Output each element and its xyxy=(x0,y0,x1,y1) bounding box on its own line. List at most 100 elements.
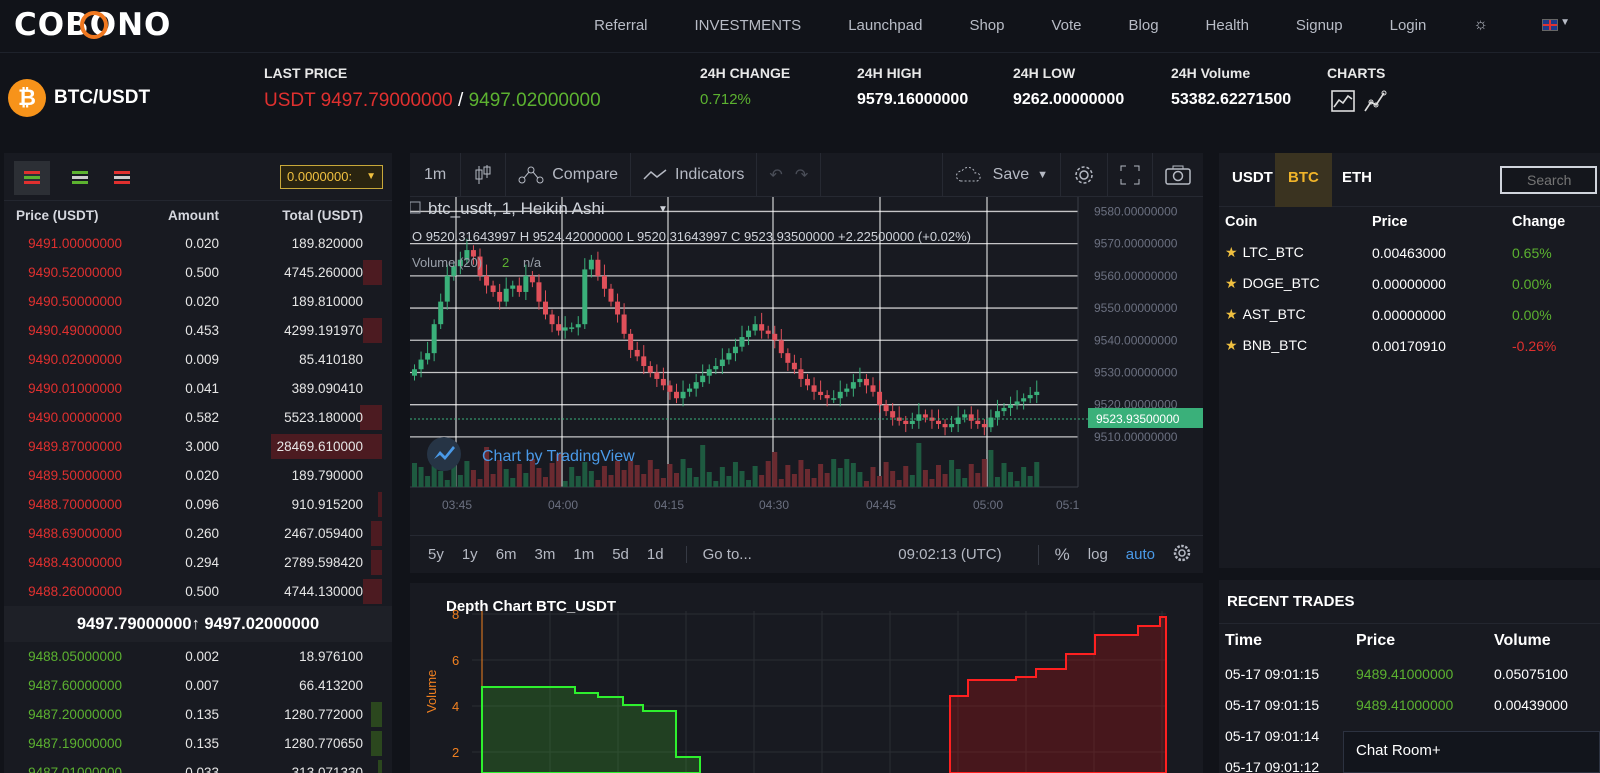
precision-select[interactable]: 0.0000000: ▼ xyxy=(280,165,383,189)
price-header: Price xyxy=(1356,632,1396,649)
current-price-tag xyxy=(1088,408,1203,428)
sun-icon[interactable]: ☼ xyxy=(1473,16,1488,33)
log-toggle[interactable]: log xyxy=(1087,546,1108,563)
chat-room-button[interactable]: Chat Room+ xyxy=(1343,731,1600,773)
market-row[interactable]: ★ AST_BTC 0.00000000 0.00% xyxy=(1219,299,1600,330)
logo[interactable]: COBONO xyxy=(14,8,204,42)
orderbook-asks-icon[interactable] xyxy=(104,161,140,195)
tab-usdt[interactable]: USDT xyxy=(1232,169,1273,186)
mid-price: 9497.79000000↑ 9497.02000000 xyxy=(4,606,392,642)
nav-link-referral[interactable]: Referral xyxy=(594,16,648,34)
orderbook-row[interactable]: 9489.50000000 0.020 189.790000 xyxy=(4,461,392,490)
trade-time: 05-17 09:01:15 xyxy=(1225,665,1320,682)
settings-gear-icon[interactable] xyxy=(1173,544,1191,566)
chevron-down-icon[interactable]: ▼ xyxy=(1560,17,1570,28)
interval-button[interactable]: 1m xyxy=(410,152,462,197)
nav-link-blog[interactable]: Blog xyxy=(1128,16,1159,34)
market-price: 0.00000000 xyxy=(1372,275,1446,292)
market-row[interactable]: ★ LTC_BTC 0.00463000 0.65% xyxy=(1219,237,1600,268)
compare-button[interactable]: Compare xyxy=(506,152,632,197)
star-icon[interactable]: ★ xyxy=(1225,275,1238,291)
orderbook-row[interactable]: 9487.19000000 0.135 1280.770650 xyxy=(4,729,392,758)
range-5d[interactable]: 5d xyxy=(612,546,629,563)
depth-bar xyxy=(371,550,382,575)
fullscreen-icon[interactable] xyxy=(1108,152,1153,197)
depth-chart[interactable]: Volume 8 6 4 2 xyxy=(410,583,1203,773)
orderbook-row[interactable]: 9490.01000000 0.041 389.090410 xyxy=(4,374,392,403)
orderbook-row[interactable]: 9491.00000000 0.020 189.820000 xyxy=(4,229,392,258)
orderbook-row[interactable]: 9490.00000000 0.582 5523.180000 xyxy=(4,403,392,432)
auto-toggle[interactable]: auto xyxy=(1125,546,1155,563)
search-input[interactable] xyxy=(1500,166,1597,194)
trade-row: 05-17 09:01:14 xyxy=(1219,720,1600,751)
star-icon[interactable]: ★ xyxy=(1225,306,1238,322)
collapse-legend-icon[interactable] xyxy=(410,201,421,214)
range-1m[interactable]: 1m xyxy=(573,546,595,563)
candle-body xyxy=(942,424,948,428)
orderbook-row[interactable]: 9490.02000000 0.009 85.410180 xyxy=(4,345,392,374)
chevron-down-icon[interactable]: ▼ xyxy=(658,204,668,215)
camera-icon[interactable] xyxy=(1153,153,1203,197)
order-total: 910.915200 xyxy=(291,497,363,512)
market-coin: ★ BNB_BTC xyxy=(1219,337,1372,354)
orderbook-row[interactable]: 9487.01000000 0.033 313.071330 xyxy=(4,758,392,773)
tradingview-watermark[interactable]: Chart by TradingView xyxy=(482,448,635,465)
tab-eth[interactable]: ETH xyxy=(1342,169,1372,186)
range-3m[interactable]: 3m xyxy=(534,546,556,563)
orderbook-row[interactable]: 9490.52000000 0.500 4745.260000 xyxy=(4,258,392,287)
star-icon[interactable]: ★ xyxy=(1225,337,1238,353)
time-tick: 03:45 xyxy=(442,498,472,512)
orderbook-row[interactable]: 9488.43000000 0.294 2789.598420 xyxy=(4,548,392,577)
tab-btc[interactable]: BTC xyxy=(1275,153,1332,207)
range-1y[interactable]: 1y xyxy=(461,546,478,563)
range-5y[interactable]: 5y xyxy=(428,546,444,563)
range-1d[interactable]: 1d xyxy=(646,546,664,563)
orderbook-row[interactable]: 9490.50000000 0.020 189.810000 xyxy=(4,287,392,316)
uk-flag-icon[interactable] xyxy=(1542,19,1558,31)
redo-icon[interactable]: ↷ xyxy=(795,152,822,197)
symbol-title[interactable]: btc_usdt, 1, Heikin Ashi xyxy=(428,199,605,218)
nav-link-login[interactable]: Login xyxy=(1389,16,1427,34)
orderbook-bids-icon[interactable] xyxy=(62,161,98,195)
candlestick-chart[interactable]: 9580.00000000 9570.00000000 9560.00000000 9… xyxy=(410,197,1203,535)
nav-link-investments[interactable]: INVESTMENTS xyxy=(694,16,802,34)
range-6m[interactable]: 6m xyxy=(495,546,517,563)
volume-bar xyxy=(412,463,417,487)
save-button[interactable]: Save ▼ xyxy=(941,152,1061,197)
nav-link-vote[interactable]: Vote xyxy=(1051,16,1082,34)
indicators-button[interactable]: Indicators xyxy=(631,152,758,197)
nav-link-health[interactable]: Health xyxy=(1205,16,1249,34)
volume-bar xyxy=(739,471,745,487)
percent-toggle[interactable]: % xyxy=(1037,544,1070,565)
line-chart-icon[interactable] xyxy=(1363,89,1387,113)
settings-gear-icon[interactable] xyxy=(1061,152,1108,197)
chart-footer: 5y 1y 6m 3m 1m 5d 1d Go to... 09:02:13 (… xyxy=(410,535,1203,573)
market-row[interactable]: ★ DOGE_BTC 0.00000000 0.00% xyxy=(1219,268,1600,299)
orderbook-row[interactable]: 9487.20000000 0.135 1280.772000 xyxy=(4,700,392,729)
volume-bar xyxy=(818,464,824,487)
nav-link-signup[interactable]: Signup xyxy=(1295,16,1343,34)
volume-bar xyxy=(968,464,974,487)
volume-bar xyxy=(601,466,607,487)
nav-link-shop[interactable]: Shop xyxy=(969,16,1005,34)
candle-type-icon[interactable] xyxy=(461,152,507,197)
goto-button[interactable]: Go to... xyxy=(685,546,752,563)
orderbook-row[interactable]: 9488.69000000 0.260 2467.059400 xyxy=(4,519,392,548)
orderbook-row[interactable]: 9488.26000000 0.500 4744.130000 xyxy=(4,577,392,606)
nav-link-launchpad[interactable]: Launchpad xyxy=(848,16,923,34)
volume-bar xyxy=(634,465,640,487)
star-icon[interactable]: ★ xyxy=(1225,244,1238,260)
orderbook-row[interactable]: 9489.87000000 3.000 28469.610000 xyxy=(4,432,392,461)
price-tick: 9580.00000000 xyxy=(1094,204,1178,218)
orderbook-row[interactable]: 9488.05000000 0.002 18.976100 xyxy=(4,642,392,671)
market-row[interactable]: ★ BNB_BTC 0.00170910 -0.26% xyxy=(1219,330,1600,361)
depth-bar xyxy=(378,760,382,773)
orderbook-both-icon[interactable] xyxy=(14,161,50,195)
orderbook-row[interactable]: 9488.70000000 0.096 910.915200 xyxy=(4,490,392,519)
candle-body xyxy=(687,388,693,392)
area-chart-icon[interactable] xyxy=(1331,89,1355,113)
time-tick: 05:1 xyxy=(1056,498,1080,512)
orderbook-row[interactable]: 9490.49000000 0.453 4299.191970 xyxy=(4,316,392,345)
undo-icon[interactable]: ↶ xyxy=(769,166,783,184)
orderbook-row[interactable]: 9487.60000000 0.007 66.413200 xyxy=(4,671,392,700)
